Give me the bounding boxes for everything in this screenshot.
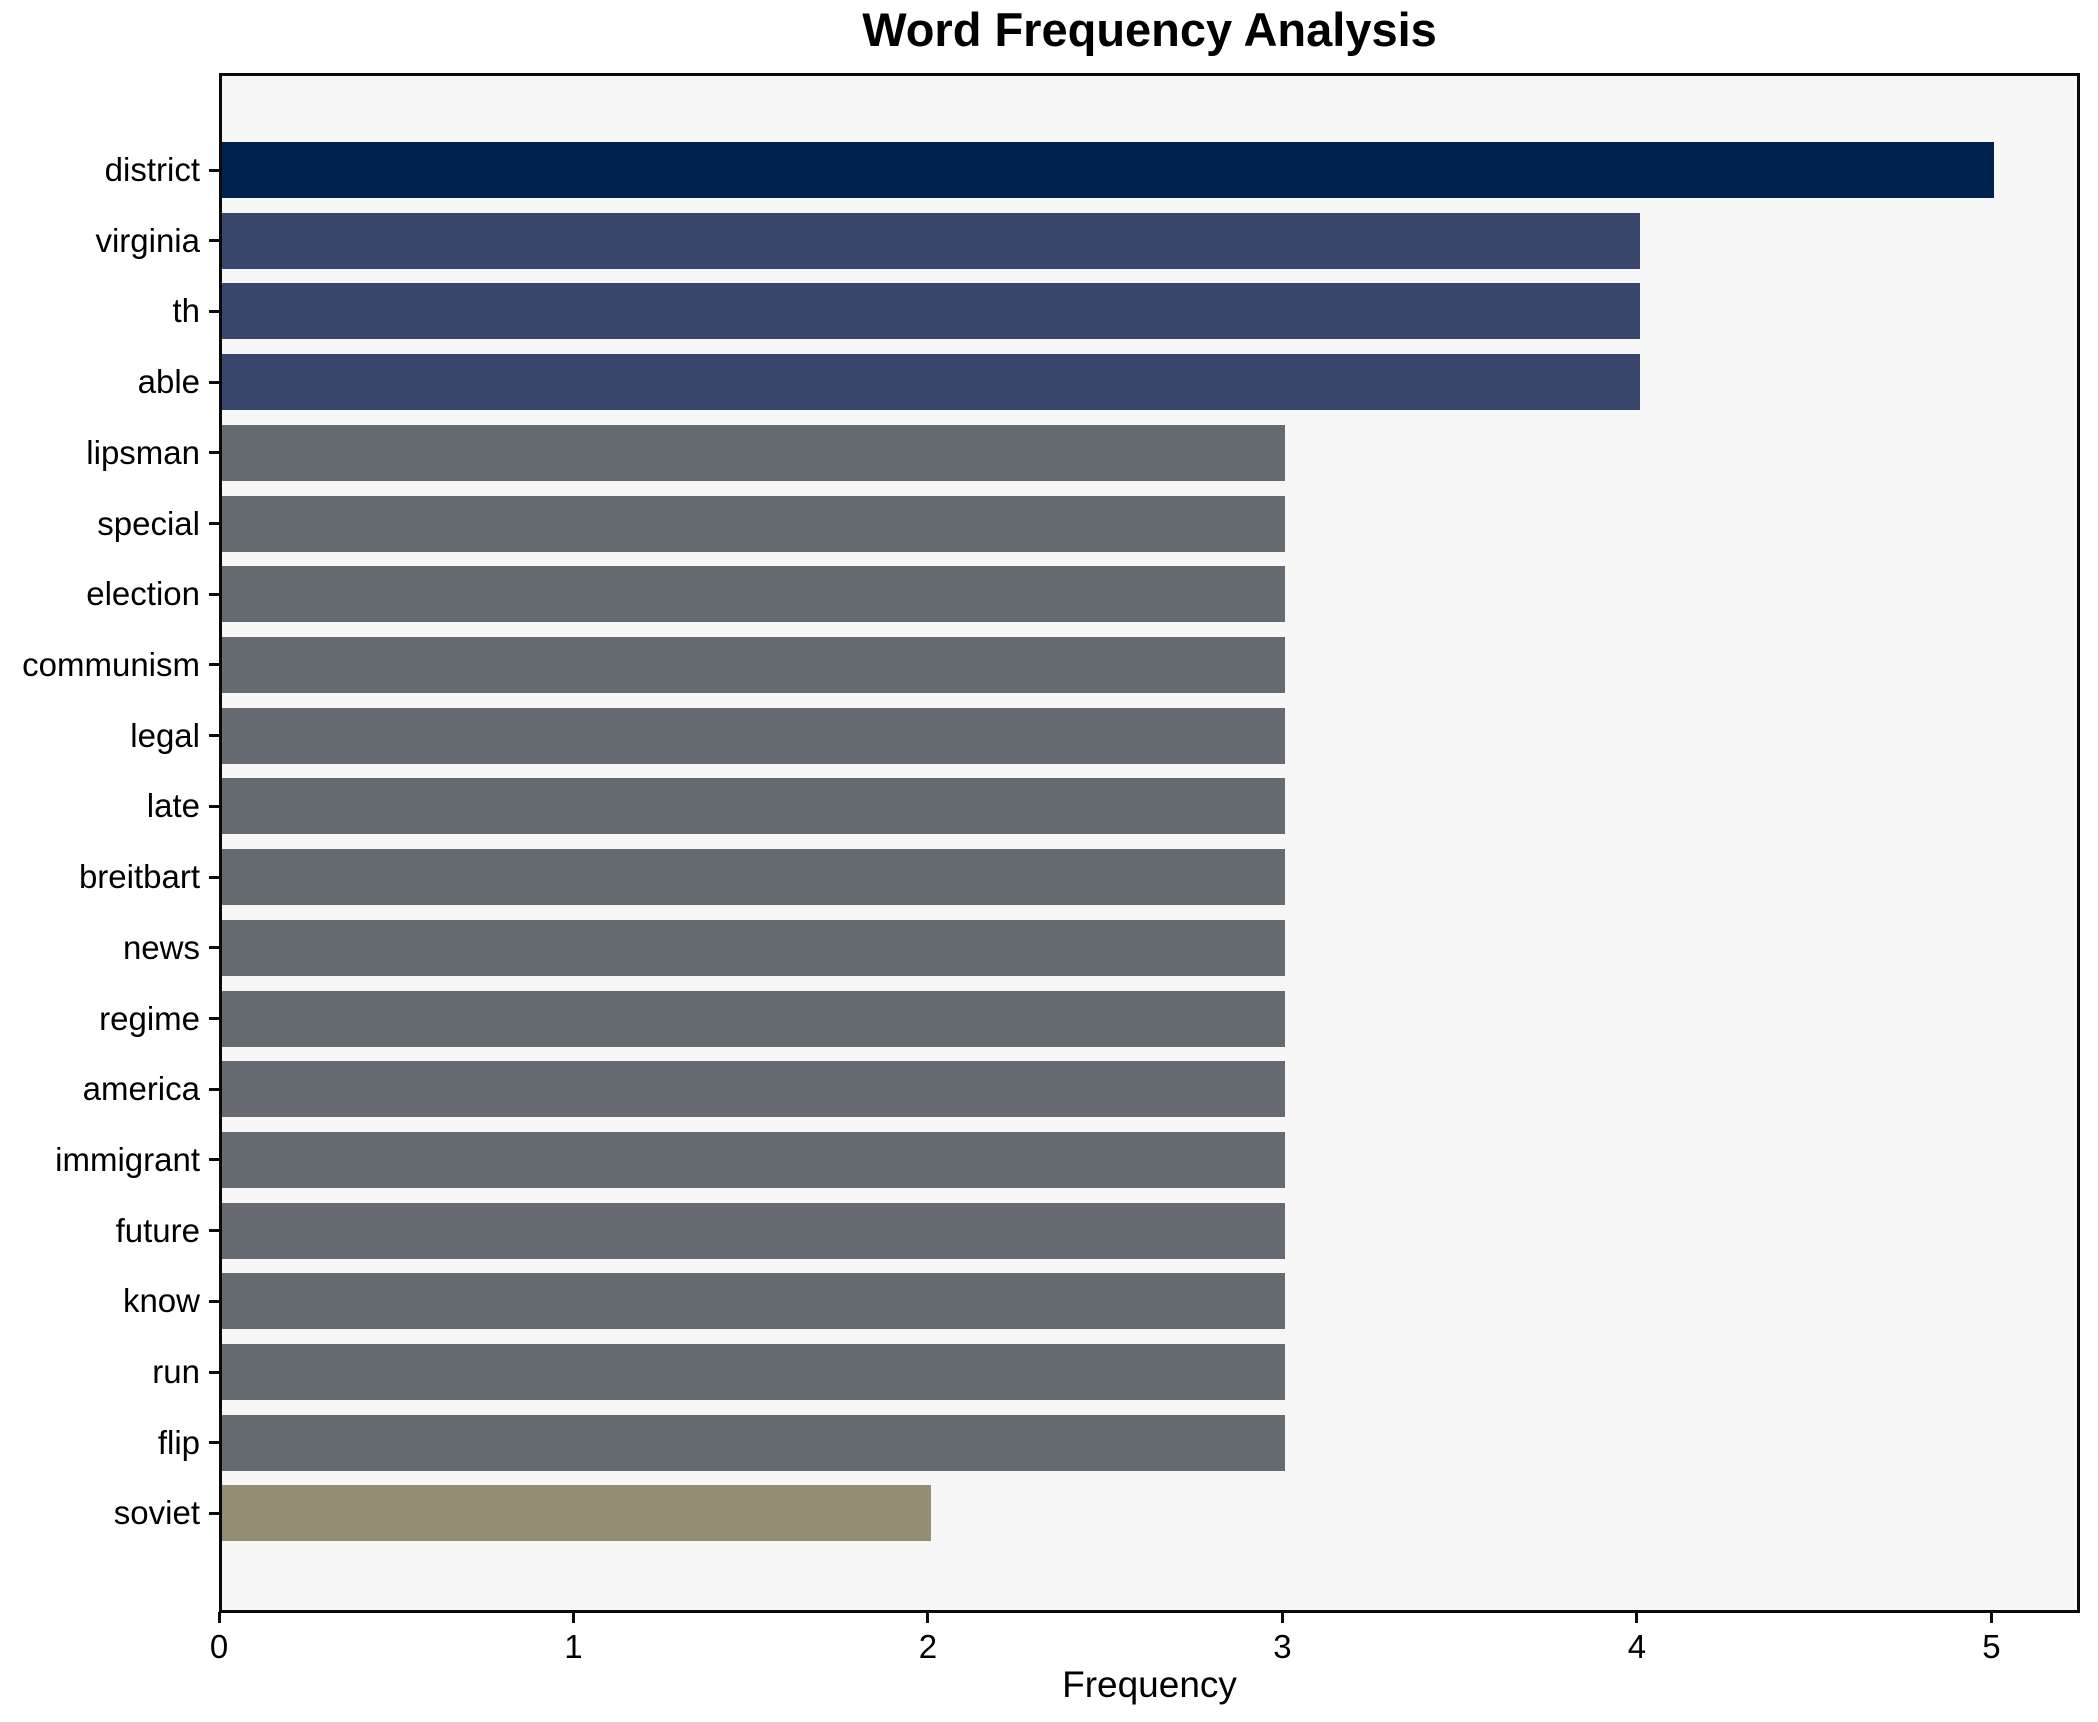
y-tick-mark	[209, 875, 219, 879]
y-tick-mark	[209, 1299, 219, 1303]
x-tick-mark	[571, 1612, 575, 1623]
x-axis-label: Frequency	[1062, 1664, 1237, 1705]
y-tick-mark	[209, 380, 219, 384]
y-tick-mark	[209, 451, 219, 455]
bar-know	[222, 1273, 1286, 1330]
y-tick-label: th	[172, 292, 200, 330]
bar-future	[222, 1202, 1286, 1259]
x-tick-mark	[926, 1612, 930, 1623]
bar-district	[222, 142, 1995, 198]
y-tick-mark	[209, 804, 219, 808]
y-tick-mark	[209, 522, 219, 526]
x-tick-mark	[217, 1612, 221, 1623]
y-tick-label: able	[137, 363, 200, 401]
bar-late	[222, 778, 1286, 835]
plot-area	[219, 73, 2080, 1613]
y-tick-mark	[209, 946, 219, 950]
bar-communism	[222, 636, 1286, 693]
bar-election	[222, 566, 1286, 623]
x-tick-label: 1	[564, 1628, 583, 1665]
y-tick-mark	[209, 592, 219, 596]
bar-special	[222, 495, 1286, 552]
chart-title: Word Frequency Analysis	[862, 3, 1437, 56]
bar-news	[222, 919, 1286, 976]
y-tick-mark	[209, 1087, 219, 1091]
y-tick-mark	[209, 1511, 219, 1515]
x-tick-label: 3	[1273, 1628, 1292, 1665]
y-tick-label: virginia	[95, 221, 200, 259]
y-tick-label: future	[115, 1211, 200, 1249]
y-tick-mark	[209, 734, 219, 738]
bar-regime	[222, 990, 1286, 1047]
bar-breitbart	[222, 849, 1286, 906]
x-tick-label: 0	[209, 1628, 229, 1665]
x-tick-label: 2	[918, 1628, 938, 1665]
bar-flip	[222, 1414, 1286, 1471]
y-tick-label: immigrant	[55, 1140, 200, 1178]
y-tick-mark	[209, 1158, 219, 1162]
y-tick-label: late	[146, 787, 200, 825]
x-tick-mark	[1989, 1612, 1993, 1623]
y-tick-mark	[209, 1017, 219, 1021]
x-tick-mark	[1635, 1612, 1639, 1623]
x-tick-mark	[1280, 1612, 1284, 1623]
bar-lipsman	[222, 424, 1286, 481]
y-tick-label: regime	[99, 999, 200, 1037]
bar-able	[222, 354, 1640, 411]
y-tick-label: know	[122, 1282, 200, 1320]
y-tick-mark	[209, 1441, 219, 1445]
y-tick-mark	[209, 1370, 219, 1374]
y-tick-label: special	[97, 504, 200, 542]
y-tick-label: soviet	[113, 1494, 200, 1532]
y-tick-label: america	[82, 1070, 200, 1108]
bar-legal	[222, 707, 1286, 764]
bar-america	[222, 1061, 1286, 1118]
y-tick-label: legal	[130, 716, 200, 754]
y-tick-mark	[209, 239, 219, 243]
y-tick-label: lipsman	[86, 433, 200, 471]
bar-th	[222, 283, 1640, 340]
y-tick-label: election	[86, 575, 200, 613]
bar-run	[222, 1344, 1286, 1401]
bar-virginia	[222, 212, 1640, 269]
bar-soviet	[222, 1485, 931, 1542]
y-tick-mark	[209, 1229, 219, 1233]
y-tick-label: news	[122, 928, 200, 966]
y-tick-mark	[209, 168, 219, 172]
y-tick-label: communism	[22, 645, 200, 683]
y-tick-mark	[209, 663, 219, 667]
y-tick-label: district	[104, 151, 200, 188]
x-tick-label: 5	[1982, 1628, 2001, 1665]
y-tick-mark	[209, 309, 219, 313]
y-tick-label: breitbart	[78, 858, 200, 896]
y-tick-label: flip	[157, 1423, 200, 1461]
bar-immigrant	[222, 1131, 1286, 1188]
x-tick-label: 4	[1627, 1628, 1647, 1665]
y-tick-label: run	[152, 1353, 200, 1391]
